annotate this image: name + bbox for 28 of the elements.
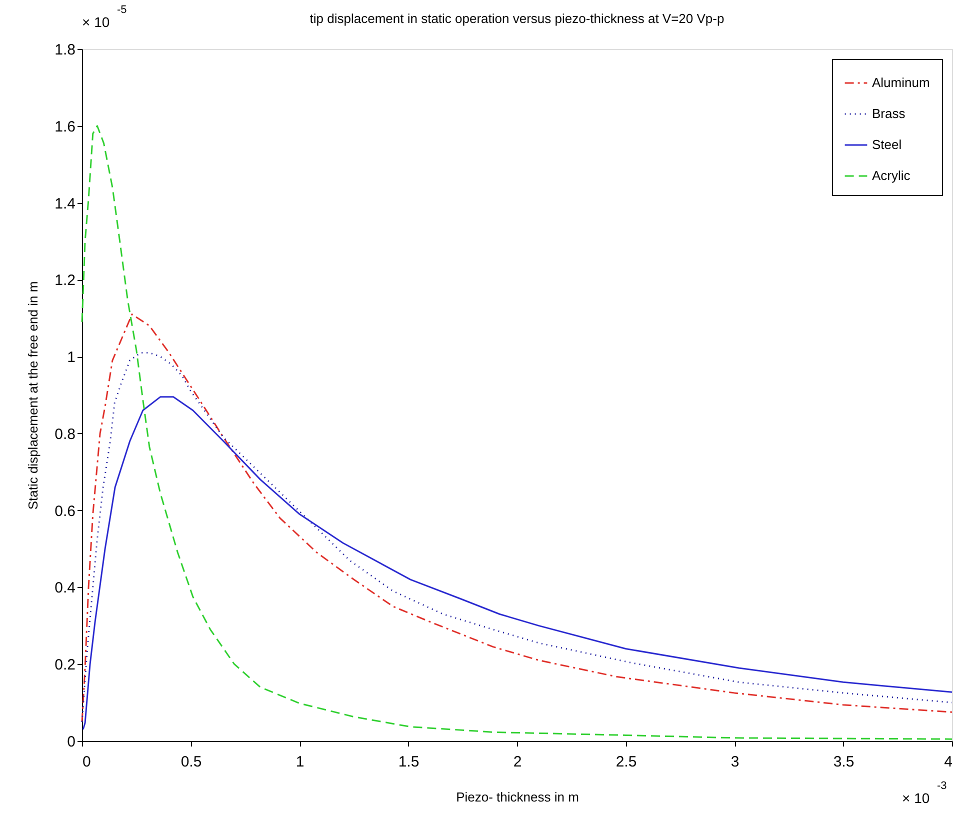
x-tick-label: 1 xyxy=(296,754,304,770)
chart-title: tip displacement in static operation versus piezo-thickness at V=20 Vp-p xyxy=(310,11,724,26)
y-tick-label: 1.4 xyxy=(54,195,76,212)
y-tick-label: 0 xyxy=(67,734,76,750)
y-tick-label: 0.4 xyxy=(54,580,76,597)
y-axis-title: Static displacement at the free end in m xyxy=(26,281,41,510)
text: × 10-3 xyxy=(902,780,947,806)
text: × 10-5 xyxy=(82,4,127,30)
legend-label: Aluminum xyxy=(872,75,930,90)
legend-label: Steel xyxy=(872,137,902,152)
x-tick-label: 3 xyxy=(730,754,740,770)
y-tick-label: 1.2 xyxy=(54,272,76,290)
y-tick-label: 0.8 xyxy=(54,426,76,443)
x-tick-label: 0 xyxy=(82,754,91,770)
legend-label: Brass xyxy=(872,106,906,121)
x-tick-label: 2.5 xyxy=(616,754,637,770)
x-tick-label: 4 xyxy=(944,754,952,770)
x-axis-title: Piezo- thickness in m xyxy=(456,790,579,804)
y-tick-label: 1.6 xyxy=(54,118,76,136)
y-tick-label: 0.2 xyxy=(54,656,76,674)
x-tick-label: 0.5 xyxy=(180,754,202,770)
x-tick-label: 2 xyxy=(513,754,522,770)
legend-label: Acrylic xyxy=(872,168,911,183)
x-tick-label: 3.5 xyxy=(833,754,854,770)
y-tick-label: 1.8 xyxy=(54,42,76,58)
y-tick-label: 0.6 xyxy=(54,502,76,520)
y-tick-label: 1 xyxy=(67,349,76,366)
x-tick-label: 1.5 xyxy=(398,754,420,770)
